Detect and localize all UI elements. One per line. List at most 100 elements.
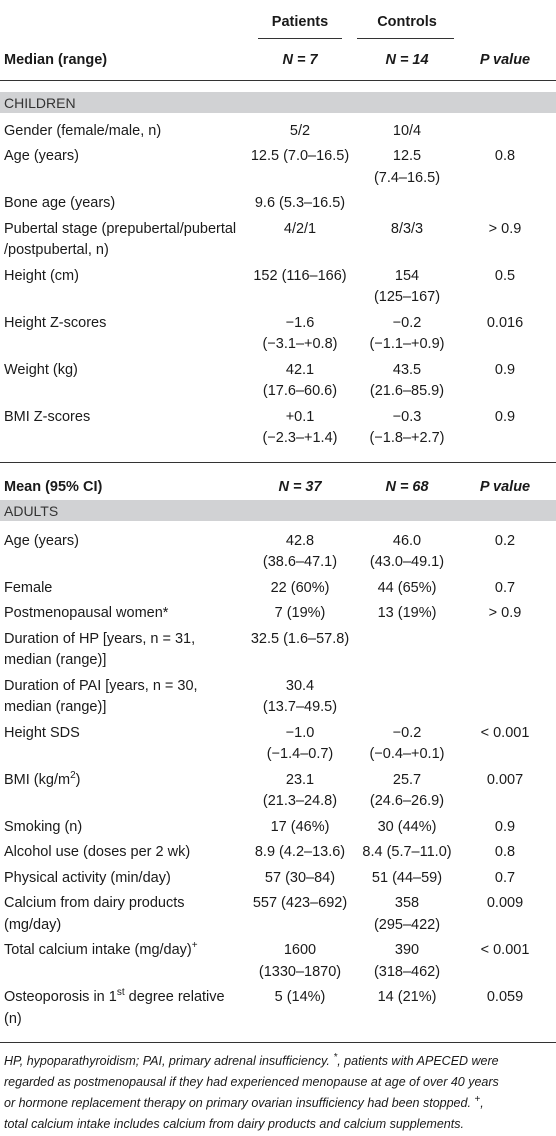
cell: 12.5 (7.0–16.5) — [250, 148, 350, 165]
row-label: (n) — [4, 1010, 22, 1027]
cell: 43.5 — [392, 361, 422, 378]
cell: −1.0 — [285, 724, 315, 741]
patients-header: Patients — [271, 14, 329, 30]
row-label: (mg/day) — [4, 916, 62, 933]
cell: (17.6–60.6) — [262, 383, 338, 400]
cell: 5/2 — [289, 122, 311, 139]
row-label: BMI Z-scores — [4, 408, 91, 425]
cell: −1.6 — [285, 314, 315, 331]
text-part: ) — [75, 771, 81, 788]
text-part: , patients with APECED were — [337, 1053, 499, 1068]
text-part: Osteoporosis in 1 — [4, 989, 117, 1006]
cell: (−1.8–+2.7) — [369, 430, 445, 447]
superscript: * — [333, 1051, 338, 1063]
cell: 0.9 — [494, 408, 516, 425]
cell: 0.2 — [494, 532, 516, 549]
column-header: N = 68 — [385, 479, 429, 495]
text-part: Total calcium intake (mg/day) — [4, 942, 192, 959]
row-label: Duration of PAI [years, n = 30, — [4, 677, 198, 694]
row-label: Calcium from dairy products — [4, 895, 185, 912]
rule — [0, 1041, 556, 1043]
cell: 0.9 — [494, 818, 516, 835]
row-label: Postmenopausal women* — [4, 605, 169, 622]
section-label: ADULTS — [4, 502, 59, 519]
cell: < 0.001 — [480, 724, 530, 741]
cell: (−1.1–+0.9) — [369, 336, 445, 353]
row-label: median (range)] — [4, 699, 107, 716]
row-label: Duration of HP [years, n = 31, — [4, 630, 196, 647]
cell: 0.016 — [486, 314, 524, 331]
cell: (−0.4–+0.1) — [369, 746, 445, 763]
row-label: BMI (kg/m2) — [4, 770, 80, 790]
column-header: N = 7 — [282, 52, 318, 68]
row-label: Smoking (n) — [4, 818, 83, 835]
row-label: Weight (kg) — [4, 361, 78, 378]
cell: 30.4 — [285, 677, 315, 694]
column-header: P value — [479, 479, 531, 495]
cell: 17 (46%) — [270, 818, 330, 835]
cell: 0.9 — [494, 361, 516, 378]
row-label: Pubertal stage (prepubertal/pubertal — [4, 220, 237, 237]
row-label: /postpubertal, n) — [4, 242, 109, 259]
column-header: Median (range) — [4, 52, 108, 68]
cell: 5 (14%) — [274, 989, 326, 1006]
cell: (318–462) — [373, 963, 441, 980]
cell: 57 (30–84) — [264, 869, 336, 886]
cell: (−1.4–0.7) — [266, 746, 334, 763]
cell: 9.6 (5.3–16.5) — [254, 195, 346, 212]
cell: 30 (44%) — [377, 818, 437, 835]
footnote-line: HP, hypoparathyroidism; PAI, primary adr… — [4, 1051, 499, 1071]
column-header: N = 14 — [385, 52, 429, 68]
cell: 0.5 — [494, 267, 516, 284]
row-label: Height SDS — [4, 724, 80, 741]
row-label: Gender (female/male, n) — [4, 122, 162, 139]
row-label: Age (years) — [4, 532, 79, 549]
footnote-line: or hormone replacement therapy on primar… — [4, 1093, 484, 1113]
header-underline — [357, 38, 454, 39]
row-label: Height Z-scores — [4, 314, 107, 331]
row-label: Age (years) — [4, 148, 79, 165]
row-label: median (range)] — [4, 652, 107, 669]
text-part: or hormone replacement therapy on primar… — [4, 1095, 475, 1110]
row-label: Total calcium intake (mg/day)+ — [4, 940, 198, 960]
cell: (13.7–49.5) — [262, 699, 338, 716]
controls-header: Controls — [377, 14, 437, 30]
cell: 44 (65%) — [377, 579, 437, 596]
cell: 0.7 — [494, 579, 516, 596]
cell: (−3.1–+0.8) — [262, 336, 338, 353]
cell: 10/4 — [392, 122, 422, 139]
cell: 0.059 — [486, 989, 524, 1006]
cell: (21.3–24.8) — [262, 793, 338, 810]
footnote-line: regarded as postmenopausal if they had e… — [4, 1074, 499, 1089]
cell: −0.3 — [392, 408, 422, 425]
column-header: Mean (95% CI) — [4, 479, 103, 495]
cell: 46.0 — [392, 532, 422, 549]
cell: 22 (60%) — [270, 579, 330, 596]
column-header: N = 37 — [278, 479, 322, 495]
cell: 13 (19%) — [377, 605, 437, 622]
cell: 8.4 (5.7–11.0) — [362, 844, 452, 861]
cell: 14 (21%) — [377, 989, 437, 1006]
cell: 42.1 — [285, 361, 315, 378]
cell: (1330–1870) — [258, 963, 342, 980]
text-part: BMI (kg/m — [4, 771, 71, 788]
text-part: HP, hypoparathyroidism; PAI, primary adr… — [4, 1053, 334, 1068]
rule — [0, 462, 556, 463]
superscript: 2 — [70, 769, 76, 781]
cell: 390 — [394, 942, 420, 959]
cell: 4/2/1 — [283, 220, 317, 237]
rule — [0, 80, 556, 81]
cell: > 0.9 — [488, 220, 522, 237]
cell: (43.0–49.1) — [369, 554, 445, 571]
cell: 152 (116–166) — [253, 267, 347, 284]
text-part: degree relative — [124, 989, 225, 1006]
cell: 0.7 — [494, 869, 516, 886]
header-underline — [258, 38, 342, 39]
cell: (21.6–85.9) — [369, 383, 445, 400]
cell: 358 — [394, 895, 420, 912]
cell: (125–167) — [373, 289, 441, 306]
cell: < 0.001 — [480, 942, 530, 959]
cell: 25.7 — [392, 771, 422, 788]
row-label: Female — [4, 579, 53, 596]
column-header: P value — [479, 52, 531, 68]
